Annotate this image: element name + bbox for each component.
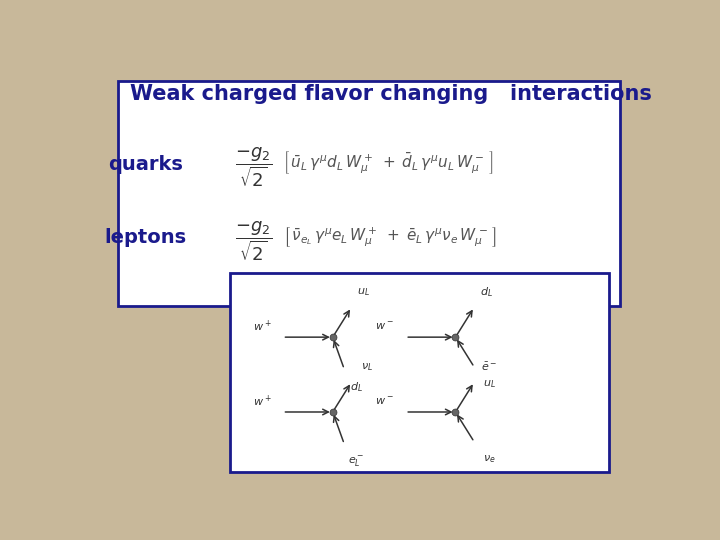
FancyBboxPatch shape: [118, 82, 620, 306]
Text: $\dfrac{-g_2}{\sqrt{2}}$: $\dfrac{-g_2}{\sqrt{2}}$: [235, 145, 272, 188]
Text: quarks: quarks: [109, 155, 183, 174]
Text: $\left[\,\bar{u}_L\,\gamma^\mu d_L\,W_\mu^+\;+\;\bar{d}_L\,\gamma^\mu u_L\,W_\mu: $\left[\,\bar{u}_L\,\gamma^\mu d_L\,W_\m…: [282, 149, 493, 176]
Text: $u_L$: $u_L$: [483, 378, 496, 390]
Text: leptons: leptons: [104, 228, 187, 247]
Text: $d_L$: $d_L$: [480, 286, 493, 299]
Text: $w^+$: $w^+$: [253, 394, 271, 409]
FancyBboxPatch shape: [230, 273, 609, 472]
Text: $d_L$: $d_L$: [350, 380, 363, 394]
Text: $e_L^-$: $e_L^-$: [348, 455, 365, 469]
Text: $\nu_e$: $\nu_e$: [483, 453, 495, 465]
Text: $\nu_L$: $\nu_L$: [361, 361, 373, 373]
Text: Weak charged flavor changing   interactions: Weak charged flavor changing interaction…: [130, 84, 652, 104]
Text: $\left[\,\bar{\nu}_{e_L}\,\gamma^\mu e_L\,W_\mu^+\;+\;\bar{e}_L\,\gamma^\mu \nu_: $\left[\,\bar{\nu}_{e_L}\,\gamma^\mu e_L…: [282, 226, 497, 249]
Text: $\dfrac{-g_2}{\sqrt{2}}$: $\dfrac{-g_2}{\sqrt{2}}$: [235, 220, 272, 264]
Text: $u_L$: $u_L$: [357, 286, 370, 298]
Text: $w^-$: $w^-$: [375, 321, 394, 332]
Text: $w^-$: $w^-$: [375, 396, 394, 407]
Text: $\bar{e}^-$: $\bar{e}^-$: [481, 361, 498, 373]
Text: $w^+$: $w^+$: [253, 319, 271, 334]
